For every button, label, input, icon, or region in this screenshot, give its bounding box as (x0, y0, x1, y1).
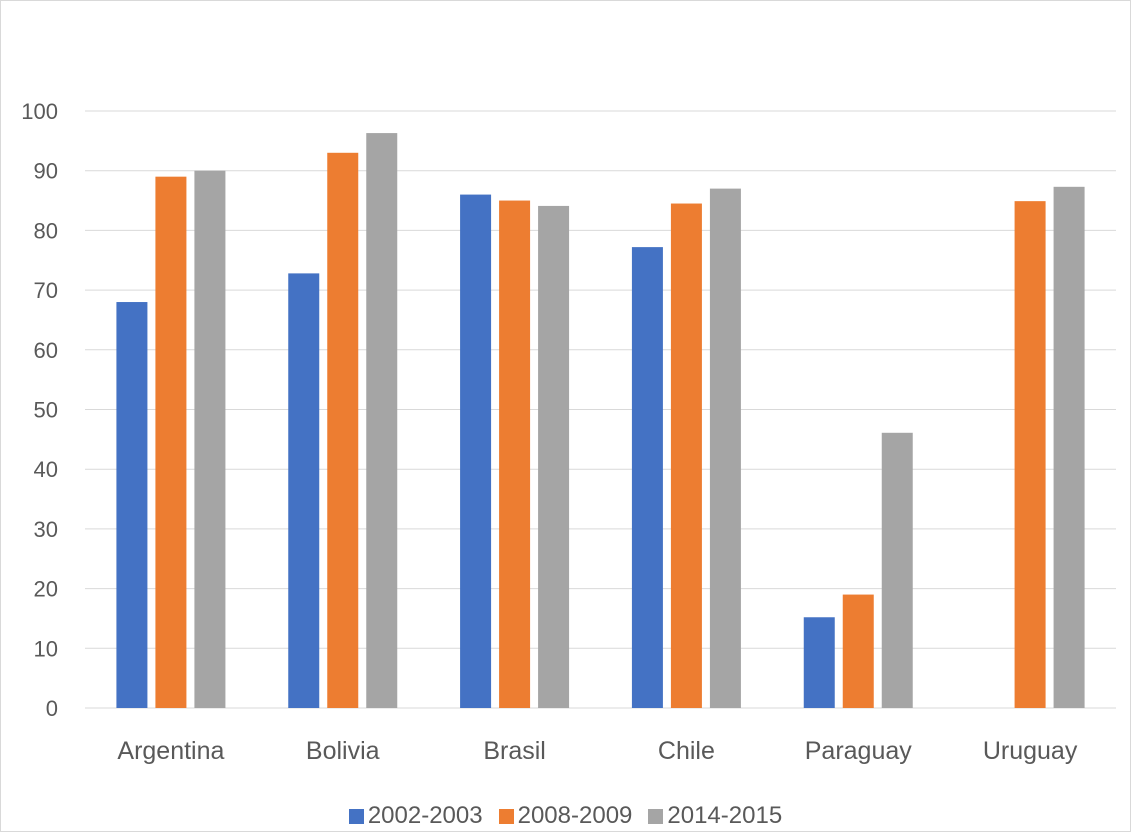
y-tick-label: 20 (34, 577, 58, 602)
y-tick-label: 30 (34, 517, 58, 542)
x-tick-label: Paraguay (805, 737, 913, 765)
x-tick-label: Bolivia (306, 737, 380, 765)
bar-paraguay-2014-2015 (881, 432, 913, 708)
legend-label: 2008-2009 (517, 802, 633, 829)
legend-label: 2002-2003 (367, 802, 483, 829)
y-tick-label: 0 (46, 696, 58, 721)
y-tick-label: 80 (34, 218, 58, 243)
bar-uruguay-2008-2009 (1014, 201, 1046, 708)
gridlines (85, 110, 1116, 709)
y-tick-label: 50 (34, 398, 58, 423)
bar-bolivia-2014-2015 (366, 133, 398, 709)
bar-bolivia-2002-2003 (288, 273, 320, 708)
x-tick-label: Brasil (483, 737, 546, 765)
legend-item: 2008-2009 (498, 802, 633, 830)
y-tick-label: 70 (34, 278, 58, 303)
y-axis-ticks: 0 10 20 30 40 50 60 70 80 90 100 (21, 99, 58, 721)
bars (116, 133, 1085, 709)
x-tick-label: Argentina (117, 737, 224, 765)
x-axis-ticks: Argentina Bolivia Brasil Chile Paraguay Urugu… (117, 737, 1077, 765)
bar-argentina-2002-2003 (116, 302, 148, 708)
bar-paraguay-2008-2009 (842, 594, 874, 708)
bar-argentina-2014-2015 (194, 170, 226, 708)
y-tick-label: 100 (21, 99, 58, 124)
legend-swatch (348, 808, 364, 824)
bar-bolivia-2008-2009 (327, 152, 359, 709)
legend-label: 2014-2015 (667, 802, 783, 829)
bar-chile-2002-2003 (631, 247, 663, 708)
legend-item: 2002-2003 (348, 802, 483, 830)
y-tick-label: 60 (34, 338, 58, 363)
bar-chile-2014-2015 (709, 188, 741, 709)
legend-swatch (648, 808, 664, 824)
x-tick-label: Chile (658, 737, 715, 765)
bar-paraguay-2002-2003 (803, 617, 835, 708)
bar-argentina-2008-2009 (155, 176, 187, 709)
y-tick-label: 40 (34, 457, 58, 482)
legend: 2002-2003 2008-2009 2014-2015 (0, 802, 1131, 830)
bar-uruguay-2014-2015 (1053, 186, 1085, 709)
bar-brasil-2008-2009 (499, 200, 531, 709)
legend-swatch (498, 808, 514, 824)
x-tick-label: Uruguay (983, 737, 1078, 765)
y-tick-label: 10 (34, 636, 58, 661)
legend-item: 2014-2015 (648, 802, 782, 830)
bar-brasil-2002-2003 (460, 194, 492, 708)
bar-brasil-2014-2015 (538, 205, 570, 708)
y-tick-label: 90 (34, 159, 58, 184)
bar-chile-2008-2009 (670, 203, 702, 708)
